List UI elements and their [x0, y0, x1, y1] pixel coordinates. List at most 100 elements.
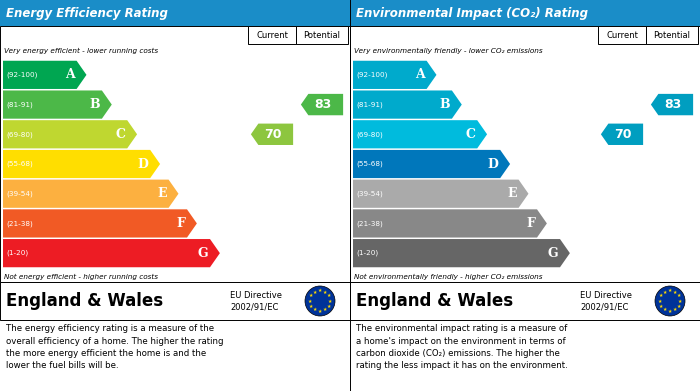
Polygon shape	[353, 61, 437, 89]
Text: The energy efficiency rating is a measure of the
overall efficiency of a home. T: The energy efficiency rating is a measur…	[6, 324, 223, 371]
Text: The environmental impact rating is a measure of
a home's impact on the environme: The environmental impact rating is a mea…	[356, 324, 568, 371]
Text: 83: 83	[664, 98, 682, 111]
Text: (39-54): (39-54)	[6, 190, 33, 197]
Text: ★: ★	[678, 298, 682, 303]
Text: Energy Efficiency Rating: Energy Efficiency Rating	[6, 7, 168, 20]
Text: D: D	[137, 158, 148, 170]
Polygon shape	[601, 124, 643, 145]
Text: G: G	[547, 247, 558, 260]
Text: A: A	[65, 68, 75, 81]
Polygon shape	[3, 239, 220, 267]
Text: (21-38): (21-38)	[6, 220, 33, 227]
Text: C: C	[466, 128, 475, 141]
Text: ★: ★	[313, 290, 317, 295]
Text: 70: 70	[265, 128, 282, 141]
Text: G: G	[197, 247, 208, 260]
Polygon shape	[353, 90, 462, 119]
Text: (1-20): (1-20)	[356, 250, 378, 256]
Text: Current: Current	[256, 30, 288, 39]
Text: ★: ★	[659, 303, 664, 308]
Text: C: C	[116, 128, 125, 141]
Bar	[350, 0, 700, 26]
Text: Potential: Potential	[654, 30, 690, 39]
Text: ★: ★	[309, 293, 314, 298]
Text: Environmental Impact (CO₂) Rating: Environmental Impact (CO₂) Rating	[356, 7, 588, 20]
Polygon shape	[301, 94, 343, 115]
Text: (81-91): (81-91)	[356, 101, 383, 108]
Text: ★: ★	[677, 303, 681, 308]
Text: ★: ★	[673, 290, 678, 295]
Text: ★: ★	[323, 290, 328, 295]
Text: ★: ★	[323, 307, 328, 312]
Text: B: B	[90, 98, 100, 111]
Polygon shape	[353, 120, 487, 149]
Text: ★: ★	[663, 307, 667, 312]
Text: England & Wales: England & Wales	[6, 292, 163, 310]
Text: (21-38): (21-38)	[356, 220, 383, 227]
Text: ★: ★	[673, 307, 678, 312]
Text: Potential: Potential	[304, 30, 340, 39]
Bar	[646, 26, 698, 44]
Text: (81-91): (81-91)	[6, 101, 33, 108]
Text: F: F	[526, 217, 535, 230]
Polygon shape	[3, 61, 87, 89]
Text: (55-68): (55-68)	[6, 161, 33, 167]
Bar	[350, 282, 700, 320]
Text: B: B	[440, 98, 450, 111]
Polygon shape	[353, 239, 570, 267]
Text: ★: ★	[327, 293, 331, 298]
Text: (69-80): (69-80)	[356, 131, 383, 138]
Text: (39-54): (39-54)	[356, 190, 383, 197]
Text: ★: ★	[328, 298, 332, 303]
Text: England & Wales: England & Wales	[356, 292, 513, 310]
Text: ★: ★	[307, 298, 312, 303]
Text: Current: Current	[606, 30, 638, 39]
Circle shape	[305, 286, 335, 316]
Text: EU Directive
2002/91/EC: EU Directive 2002/91/EC	[580, 291, 632, 311]
Text: A: A	[415, 68, 425, 81]
Polygon shape	[3, 120, 137, 149]
Bar	[0, 282, 350, 320]
Text: F: F	[176, 217, 185, 230]
Text: E: E	[157, 187, 167, 200]
Polygon shape	[651, 94, 693, 115]
Polygon shape	[3, 150, 160, 178]
Text: (69-80): (69-80)	[6, 131, 33, 138]
Polygon shape	[251, 124, 293, 145]
Polygon shape	[3, 209, 197, 238]
Polygon shape	[3, 90, 112, 119]
Bar	[598, 26, 646, 44]
Bar	[0, 0, 350, 26]
Polygon shape	[353, 150, 510, 178]
Text: D: D	[487, 158, 498, 170]
Polygon shape	[353, 209, 547, 238]
Text: ★: ★	[327, 303, 331, 308]
Polygon shape	[353, 179, 528, 208]
Circle shape	[655, 286, 685, 316]
Text: ★: ★	[663, 290, 667, 295]
Text: Not energy efficient - higher running costs: Not energy efficient - higher running co…	[4, 274, 158, 280]
Text: (92-100): (92-100)	[356, 72, 387, 78]
Bar	[296, 26, 348, 44]
Text: ★: ★	[657, 298, 662, 303]
Bar	[0, 26, 350, 282]
Bar	[248, 26, 296, 44]
Text: ★: ★	[313, 307, 317, 312]
Text: Not environmentally friendly - higher CO₂ emissions: Not environmentally friendly - higher CO…	[354, 274, 542, 280]
Text: Very environmentally friendly - lower CO₂ emissions: Very environmentally friendly - lower CO…	[354, 48, 542, 54]
Text: ★: ★	[668, 288, 672, 293]
Text: EU Directive
2002/91/EC: EU Directive 2002/91/EC	[230, 291, 282, 311]
Text: (92-100): (92-100)	[6, 72, 37, 78]
Text: ★: ★	[318, 288, 322, 293]
Text: 83: 83	[314, 98, 332, 111]
Text: 70: 70	[615, 128, 632, 141]
Text: ★: ★	[668, 309, 672, 314]
Text: ★: ★	[677, 293, 681, 298]
Text: ★: ★	[309, 303, 314, 308]
Text: Very energy efficient - lower running costs: Very energy efficient - lower running co…	[4, 48, 158, 54]
Text: (55-68): (55-68)	[356, 161, 383, 167]
Polygon shape	[3, 179, 178, 208]
Bar	[350, 26, 700, 282]
Text: ★: ★	[318, 309, 322, 314]
Text: ★: ★	[659, 293, 664, 298]
